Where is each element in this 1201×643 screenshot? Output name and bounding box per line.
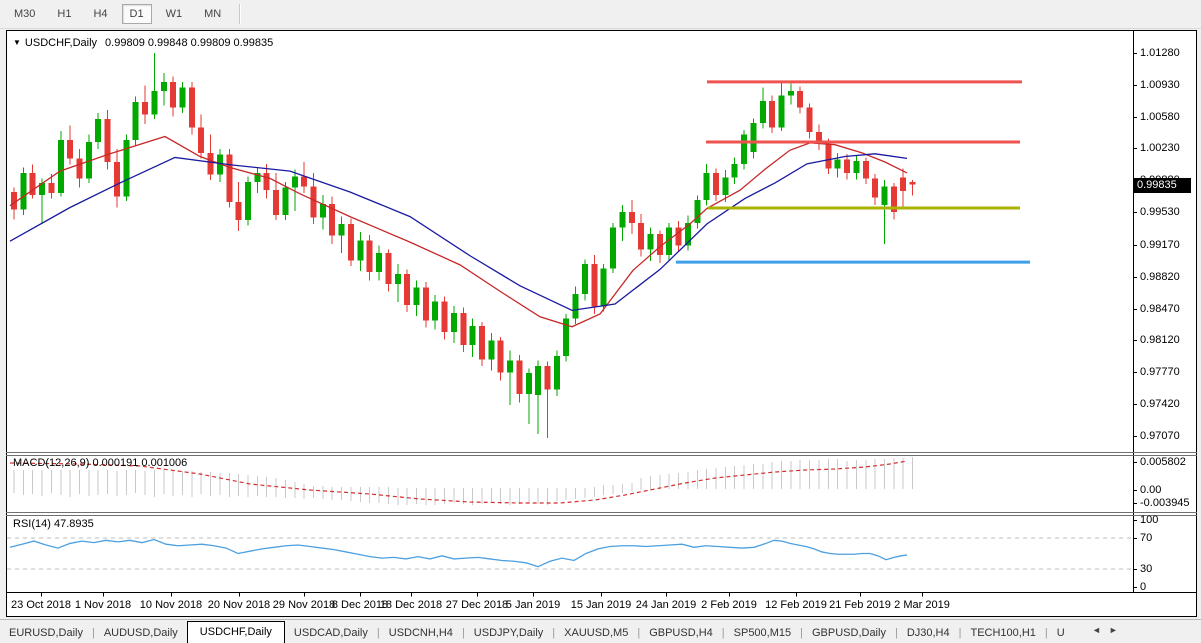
macd-axis-label: -0.003945 <box>1140 497 1190 509</box>
rsi-axis-label: 0 <box>1140 581 1147 593</box>
price-axis-label: 0.97770 <box>1140 366 1180 378</box>
rsi-axis-label: 30 <box>1140 563 1153 575</box>
tab-eurusd-daily[interactable]: EURUSD,Daily <box>9 627 83 639</box>
tab-sp500-m15[interactable]: SP500,M15 <box>733 627 792 639</box>
time-axis-label: 18 Dec 2018 <box>379 599 443 611</box>
time-axis-label: 1 Nov 2018 <box>74 599 132 611</box>
price-axis-label: 0.98470 <box>1140 303 1180 315</box>
time-axis-label: 29 Nov 2018 <box>272 599 336 611</box>
timeframe-toolbar: M30 H1 H4 D1 W1 MN <box>0 0 1201 29</box>
price-axis-label: 0.98120 <box>1140 334 1180 346</box>
tab-separator: | <box>637 627 641 639</box>
tab-usdchf-daily[interactable]: USDCHF,Daily <box>186 621 285 643</box>
tab-separator: | <box>376 627 380 639</box>
symbol-tabbar: EURUSD,Daily | AUDUSD,Daily USDCHF,Daily USD… <box>0 619 1201 643</box>
tab-scroll-arrows: ◄ ► <box>1092 625 1118 635</box>
price-axis-label: 0.99170 <box>1140 239 1180 251</box>
tab-separator: | <box>721 627 725 639</box>
tab-separator: | <box>461 627 465 639</box>
price-axis-label: 0.97420 <box>1140 398 1180 410</box>
tab-audusd-daily[interactable]: AUDUSD,Daily <box>103 627 178 639</box>
tab-dj30-h4[interactable]: DJ30,H4 <box>906 627 950 639</box>
tab-scroll-left-icon[interactable]: ◄ <box>1092 625 1101 635</box>
current-price-badge: 0.99835 <box>1134 178 1191 193</box>
macd-axis-label: 0.00 <box>1140 484 1162 496</box>
tab-usdcnh-h4[interactable]: USDCNH,H4 <box>388 627 453 639</box>
tab-separator: | <box>552 627 556 639</box>
tab-gbpusd-daily[interactable]: GBPUSD,Daily <box>811 627 886 639</box>
time-axis-label: 23 Oct 2018 <box>11 599 71 611</box>
tab-separator: | <box>800 627 803 639</box>
timeframe-button-w1[interactable]: W1 <box>165 8 183 20</box>
time-axis-label: 27 Dec 2018 <box>445 599 509 611</box>
rsi-axis-label: 70 <box>1140 532 1153 544</box>
tab-scroll-right-icon[interactable]: ► <box>1108 625 1118 635</box>
symbol-tabs: EURUSD,Daily | AUDUSD,Daily USDCHF,Daily USD… <box>0 620 1086 643</box>
tab-separator: | <box>894 627 898 639</box>
price-axis-label: 0.98820 <box>1140 271 1180 283</box>
chart-title: ▼ USDCHF,Daily 0.99809 0.99848 0.99809 0.9… <box>13 37 273 49</box>
rsi-label: RSI(14) 47.8935 <box>13 518 94 530</box>
chart-symbol-label: USDCHF,Daily <box>24 37 98 49</box>
timeframe-button-m30[interactable]: M30 <box>14 8 36 20</box>
macd-axis-label: 0.005802 <box>1140 456 1186 468</box>
time-axis-label: 5 Jan 2019 <box>505 599 561 611</box>
chart-window[interactable] <box>6 30 1197 617</box>
tab-gbpusd-h4[interactable]: GBPUSD,H4 <box>649 627 713 639</box>
time-axis-label: 21 Feb 2019 <box>829 599 891 611</box>
time-axis-label: 8 Dec 2018 <box>331 599 389 611</box>
price-axis-label: 1.00930 <box>1140 79 1180 91</box>
time-axis-label: 24 Jan 2019 <box>635 599 697 611</box>
chart-menu-triangle-icon[interactable]: ▼ <box>13 38 21 47</box>
time-axis-label: 20 Nov 2018 <box>207 599 271 611</box>
time-axis-label: 10 Nov 2018 <box>139 599 203 611</box>
timeframe-button-h1[interactable]: H1 <box>57 8 72 20</box>
time-axis-label: 15 Jan 2019 <box>570 599 632 611</box>
tab-separator: | <box>1044 627 1048 639</box>
price-axis-label: 1.00580 <box>1140 111 1180 123</box>
macd-label: MACD(12,26,9) 0.000191 0.001006 <box>13 457 188 469</box>
time-axis-label: 2 Mar 2019 <box>894 599 950 611</box>
tab-u[interactable]: U <box>1056 627 1065 639</box>
timeframe-button-d1[interactable]: D1 <box>121 4 152 24</box>
tab-usdjpy-daily[interactable]: USDJPY,Daily <box>473 627 544 639</box>
toolbar-separator <box>239 4 242 24</box>
timeframe-button-mn[interactable]: MN <box>204 8 222 20</box>
price-axis-label: 0.97070 <box>1140 430 1180 442</box>
tab-separator: | <box>91 627 95 639</box>
rsi-axis-label: 100 <box>1140 514 1159 526</box>
tab-separator: | <box>958 627 962 639</box>
tab-tech100-h1[interactable]: TECH100,H1 <box>970 627 1036 639</box>
chart-ohlc-values: 0.99809 0.99848 0.99809 0.99835 <box>105 37 274 49</box>
price-axis-label: 1.00230 <box>1140 142 1180 154</box>
tab-xauusd-m5[interactable]: XAUUSD,M5 <box>564 627 629 639</box>
price-axis-label: 1.01280 <box>1140 47 1180 59</box>
price-axis-label: 0.99530 <box>1140 206 1180 218</box>
tab-usdcad-daily[interactable]: USDCAD,Daily <box>293 627 368 639</box>
timeframe-button-h4[interactable]: H4 <box>93 8 108 20</box>
time-axis-label: 2 Feb 2019 <box>701 599 757 611</box>
time-axis-label: 12 Feb 2019 <box>765 599 827 611</box>
